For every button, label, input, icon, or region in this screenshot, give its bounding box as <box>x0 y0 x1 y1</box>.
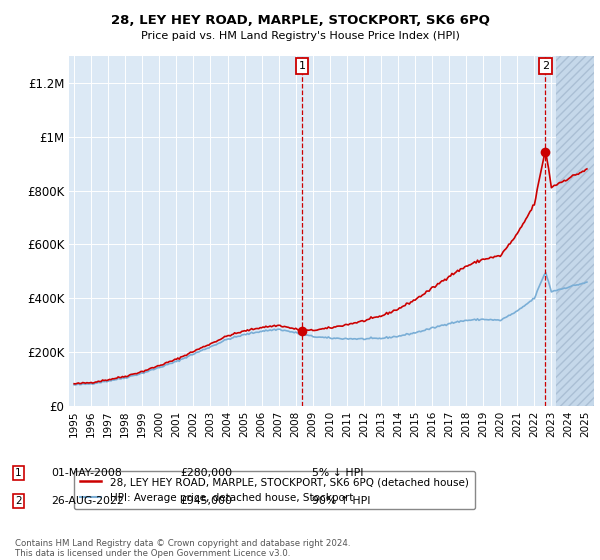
Bar <box>556 56 594 406</box>
Text: 01-MAY-2008: 01-MAY-2008 <box>51 468 122 478</box>
Text: 2: 2 <box>15 496 22 506</box>
Text: 26-AUG-2022: 26-AUG-2022 <box>51 496 124 506</box>
Text: Contains HM Land Registry data © Crown copyright and database right 2024.
This d: Contains HM Land Registry data © Crown c… <box>15 539 350 558</box>
Text: 28, LEY HEY ROAD, MARPLE, STOCKPORT, SK6 6PQ: 28, LEY HEY ROAD, MARPLE, STOCKPORT, SK6… <box>110 14 490 27</box>
Legend: 28, LEY HEY ROAD, MARPLE, STOCKPORT, SK6 6PQ (detached house), HPI: Average pric: 28, LEY HEY ROAD, MARPLE, STOCKPORT, SK6… <box>74 471 475 509</box>
Text: £280,000: £280,000 <box>180 468 232 478</box>
Text: 90% ↑ HPI: 90% ↑ HPI <box>312 496 371 506</box>
Text: £945,000: £945,000 <box>180 496 232 506</box>
Text: 1: 1 <box>299 61 305 71</box>
Text: 5% ↓ HPI: 5% ↓ HPI <box>312 468 364 478</box>
Text: 1: 1 <box>15 468 22 478</box>
Text: 2: 2 <box>542 61 549 71</box>
Text: Price paid vs. HM Land Registry's House Price Index (HPI): Price paid vs. HM Land Registry's House … <box>140 31 460 41</box>
